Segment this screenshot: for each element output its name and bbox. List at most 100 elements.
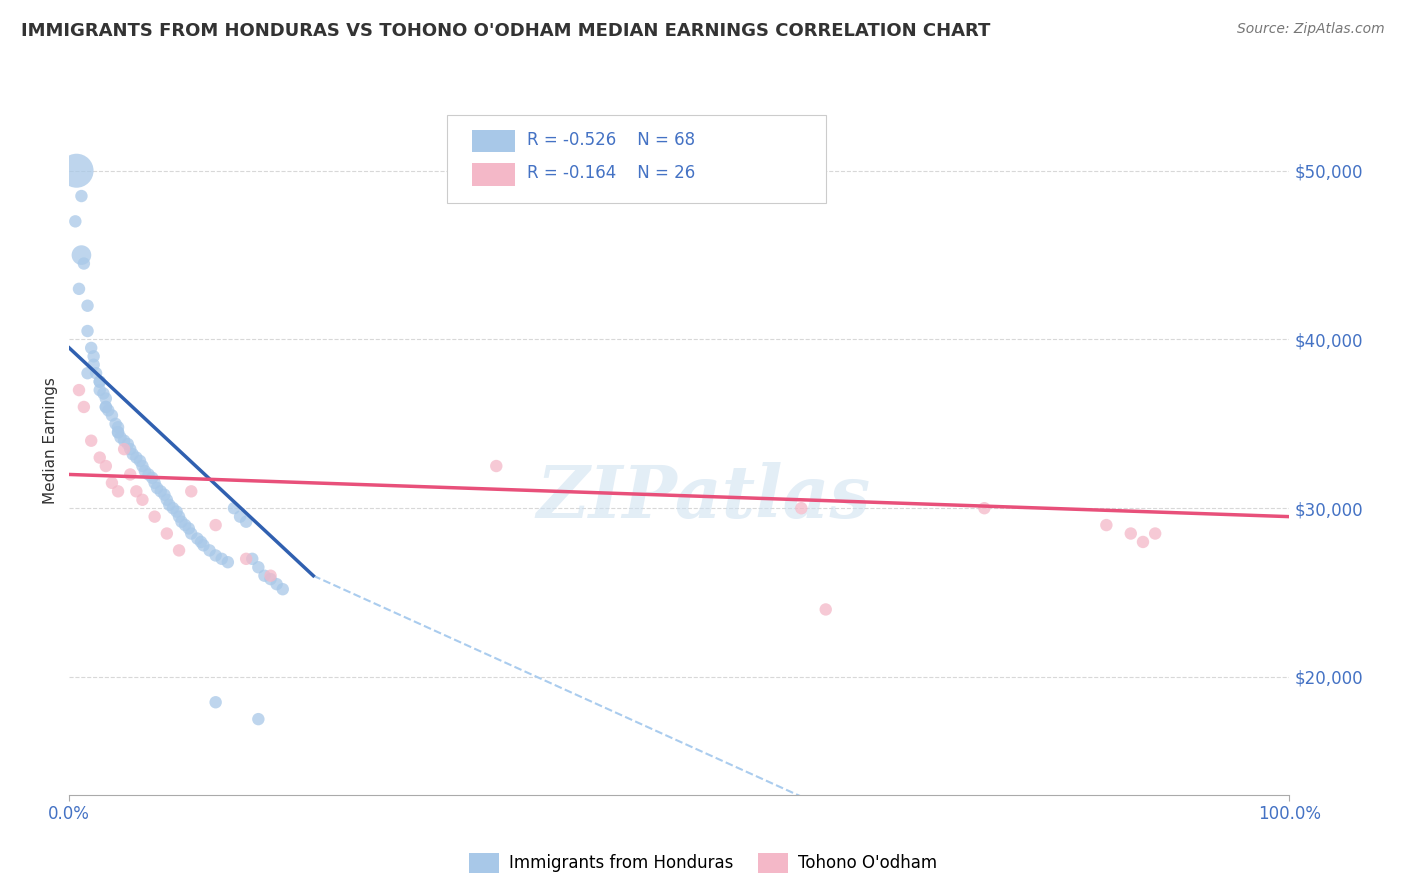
- Point: [67, 383, 90, 397]
- Point: [65, 163, 87, 178]
- Point: [107, 484, 129, 499]
- Point: [1095, 518, 1118, 533]
- Point: [204, 549, 226, 563]
- Point: [89, 450, 111, 465]
- Point: [198, 543, 221, 558]
- Point: [229, 509, 252, 524]
- Point: [83, 358, 105, 372]
- Point: [1119, 526, 1142, 541]
- Point: [217, 555, 239, 569]
- Text: IMMIGRANTS FROM HONDURAS VS TOHONO O'ODHAM MEDIAN EARNINGS CORRELATION CHART: IMMIGRANTS FROM HONDURAS VS TOHONO O'ODH…: [21, 22, 990, 40]
- Point: [97, 403, 120, 417]
- Point: [101, 475, 124, 490]
- Point: [138, 467, 160, 482]
- Point: [94, 400, 117, 414]
- Point: [247, 712, 270, 726]
- Point: [76, 366, 98, 380]
- Point: [104, 417, 127, 431]
- Point: [76, 299, 98, 313]
- Point: [259, 572, 281, 586]
- Point: [1132, 535, 1154, 549]
- Point: [110, 430, 132, 444]
- Point: [120, 442, 142, 457]
- Point: [180, 526, 202, 541]
- Text: R = -0.164    N = 26: R = -0.164 N = 26: [527, 164, 695, 182]
- Point: [125, 484, 148, 499]
- Point: [193, 538, 215, 552]
- Point: [83, 349, 105, 363]
- Point: [157, 498, 180, 512]
- Point: [76, 324, 98, 338]
- Point: [107, 425, 129, 440]
- Point: [134, 464, 156, 478]
- Point: [141, 471, 163, 485]
- Point: [253, 568, 276, 582]
- Point: [112, 434, 135, 448]
- Point: [153, 488, 176, 502]
- Point: [167, 543, 190, 558]
- Point: [1144, 526, 1167, 541]
- Point: [94, 458, 117, 473]
- Point: [814, 602, 837, 616]
- Point: [101, 409, 124, 423]
- Point: [186, 532, 208, 546]
- Point: [131, 458, 153, 473]
- Point: [204, 518, 226, 533]
- Text: Source: ZipAtlas.com: Source: ZipAtlas.com: [1237, 22, 1385, 37]
- Point: [143, 475, 166, 490]
- Point: [180, 484, 202, 499]
- Point: [485, 458, 508, 473]
- Text: ZIPatlas: ZIPatlas: [537, 462, 870, 533]
- Point: [80, 434, 103, 448]
- Point: [80, 341, 103, 355]
- Point: [149, 484, 172, 499]
- Point: [271, 582, 294, 597]
- Legend: Immigrants from Honduras, Tohono O'odham: Immigrants from Honduras, Tohono O'odham: [463, 847, 943, 880]
- Point: [89, 375, 111, 389]
- Point: [156, 526, 179, 541]
- Point: [973, 501, 995, 516]
- Point: [204, 695, 226, 709]
- Point: [70, 248, 93, 262]
- Point: [125, 450, 148, 465]
- Point: [107, 420, 129, 434]
- Point: [162, 501, 184, 516]
- Point: [70, 189, 93, 203]
- Point: [143, 509, 166, 524]
- Point: [235, 515, 257, 529]
- Point: [94, 400, 117, 414]
- Point: [167, 509, 190, 524]
- Point: [67, 282, 90, 296]
- Point: [89, 383, 111, 397]
- Point: [93, 386, 115, 401]
- Point: [211, 551, 233, 566]
- Point: [146, 481, 169, 495]
- Y-axis label: Median Earnings: Median Earnings: [44, 377, 58, 504]
- Point: [170, 515, 193, 529]
- FancyBboxPatch shape: [447, 115, 825, 203]
- Point: [117, 437, 139, 451]
- Point: [89, 375, 111, 389]
- Point: [247, 560, 270, 574]
- Point: [240, 551, 263, 566]
- Point: [73, 400, 96, 414]
- Point: [235, 551, 257, 566]
- Point: [259, 568, 281, 582]
- Point: [94, 392, 117, 406]
- Point: [121, 447, 143, 461]
- Point: [266, 577, 288, 591]
- Point: [177, 521, 200, 535]
- Point: [107, 425, 129, 440]
- Text: R = -0.526    N = 68: R = -0.526 N = 68: [527, 130, 695, 148]
- Point: [112, 442, 135, 457]
- Point: [156, 492, 179, 507]
- Point: [174, 518, 197, 533]
- Point: [65, 214, 87, 228]
- Point: [222, 501, 245, 516]
- Point: [73, 256, 96, 270]
- FancyBboxPatch shape: [472, 129, 515, 153]
- Point: [84, 366, 107, 380]
- Point: [790, 501, 813, 516]
- Point: [190, 535, 212, 549]
- Point: [129, 454, 152, 468]
